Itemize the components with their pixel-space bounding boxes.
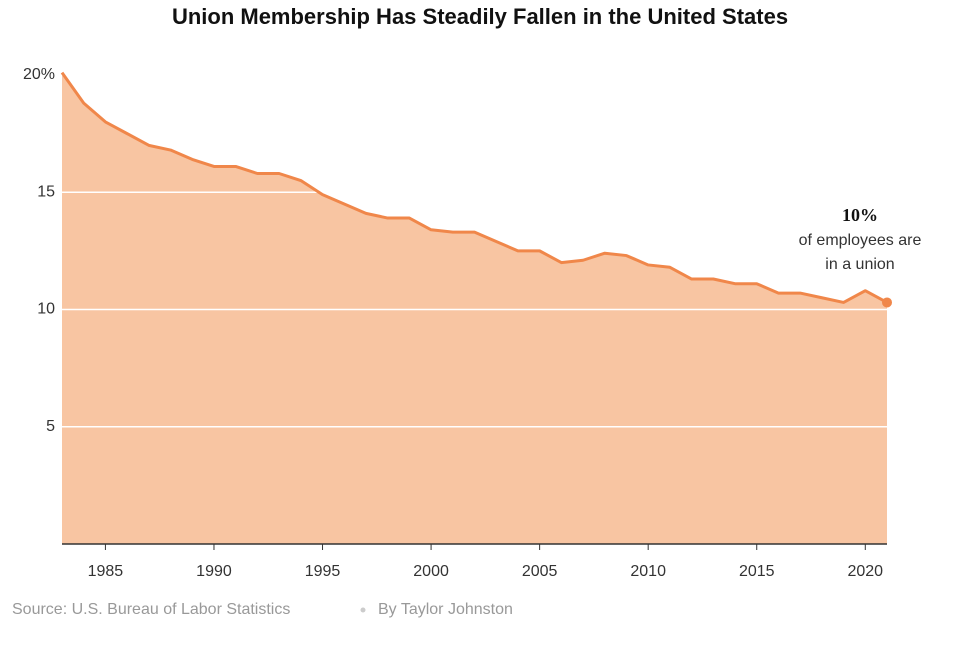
x-tick-label: 2010 — [630, 563, 666, 580]
chart-title: Union Membership Has Steadily Fallen in … — [172, 4, 788, 29]
y-tick-label: 20% — [23, 66, 55, 83]
area — [62, 72, 887, 544]
x-tick-label: 2005 — [522, 563, 558, 580]
x-tick-label: 2000 — [413, 563, 449, 580]
x-tick-label: 2020 — [847, 563, 883, 580]
end-point — [882, 297, 892, 308]
y-tick-label: 10 — [37, 301, 55, 318]
annotation: in a union — [825, 256, 894, 273]
line — [60, 71, 888, 304]
x-tick-label: 1985 — [88, 563, 124, 580]
byline: By Taylor Johnston — [378, 601, 513, 618]
annotation: 10% — [842, 205, 878, 225]
x-tick-label: 1995 — [305, 563, 341, 580]
y-tick-label: 5 — [46, 418, 55, 435]
source: Source: U.S. Bureau of Labor Statistics — [12, 601, 290, 618]
x-tick-label: 1990 — [196, 563, 232, 580]
annotation: of employees are — [799, 232, 922, 249]
x-tick-label: 2015 — [739, 563, 775, 580]
separator-dot — [360, 607, 366, 613]
y-tick-label: 15 — [37, 183, 55, 200]
